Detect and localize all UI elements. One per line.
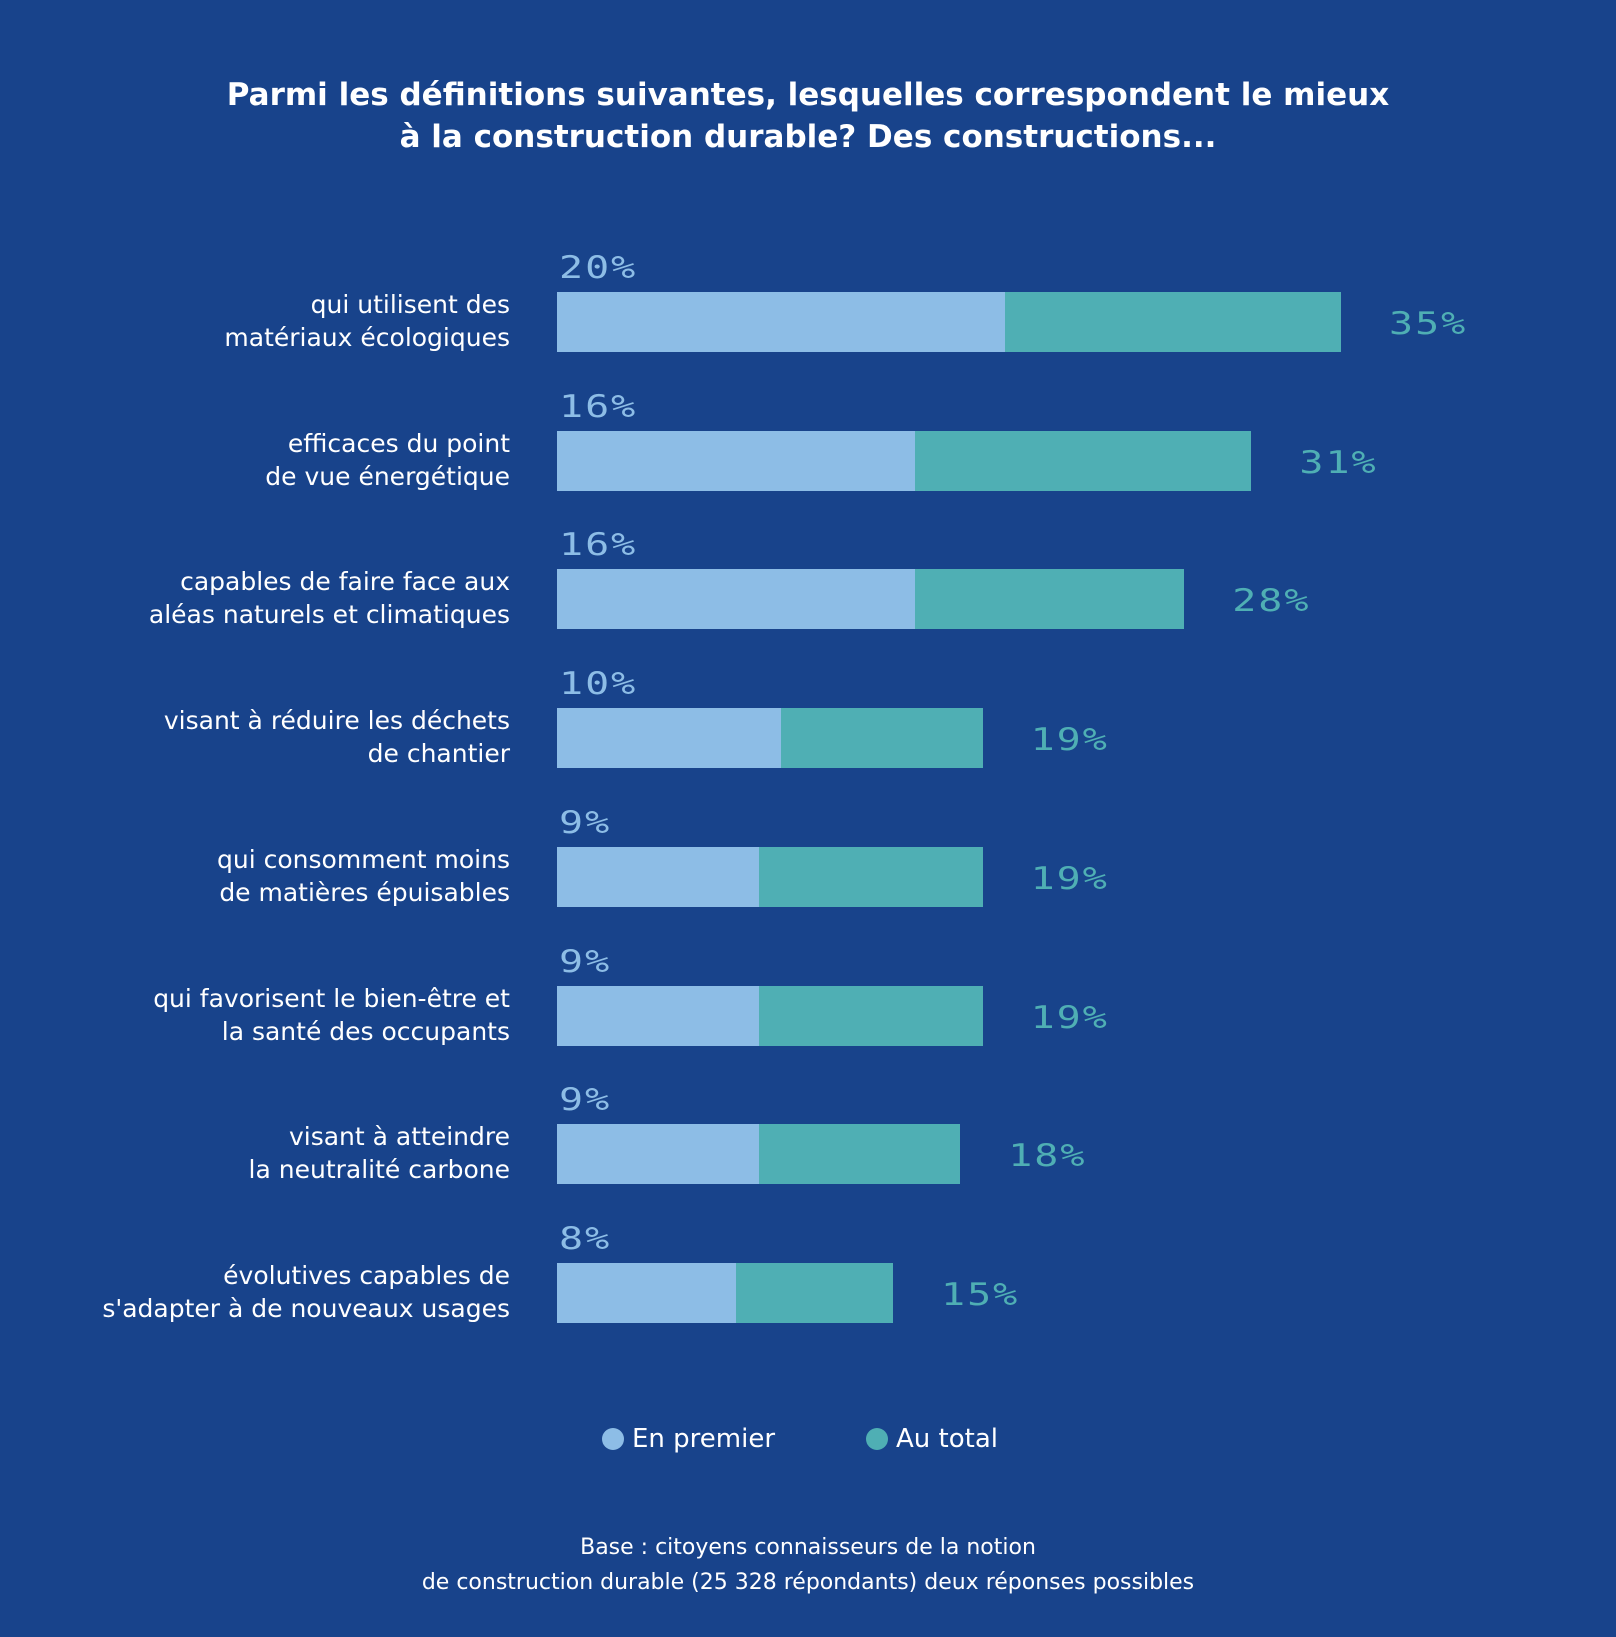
category-label-line: de matières épuisables	[219, 878, 510, 907]
legend-swatch-total-icon	[866, 1428, 888, 1450]
data-label-en-premier: 9%	[559, 944, 612, 980]
footnote-line-1: Base : citoyens connaisseurs de la notio…	[580, 1535, 1036, 1560]
data-label-au-total: 31%	[1299, 445, 1378, 481]
data-label-en-premier: 10%	[559, 666, 638, 702]
category-label: visant à réduire les déchets de chantier	[10, 704, 510, 770]
data-label-au-total: 19%	[1030, 1000, 1109, 1036]
category-label-line: s'adapter à de nouveaux usages	[102, 1294, 510, 1323]
data-label-en-premier: 16%	[559, 389, 638, 425]
data-label-au-total: 19%	[1030, 722, 1109, 758]
category-label-line: capables de faire face aux	[180, 567, 510, 596]
bar-en-premier	[557, 708, 781, 768]
chart-title-line-1: Parmi les définitions suivantes, lesquel…	[226, 77, 1390, 113]
category-label: qui utilisent des matériaux écologiques	[10, 288, 510, 354]
chart-title: Parmi les définitions suivantes, lesquel…	[0, 74, 1616, 158]
chart-title-line-2: à la construction durable? Des construct…	[399, 119, 1217, 155]
legend-swatch-first-icon	[602, 1428, 624, 1450]
data-label-en-premier: 8%	[559, 1221, 612, 1257]
legend: En premier Au total	[0, 1424, 1616, 1464]
bar-en-premier	[557, 292, 1005, 352]
data-label-en-premier: 9%	[559, 805, 612, 841]
category-label-line: la santé des occupants	[221, 1017, 510, 1046]
category-label: évolutives capables de s'adapter à de nou…	[10, 1259, 510, 1325]
category-label-line: visant à atteindre	[288, 1122, 510, 1151]
data-label-au-total: 35%	[1389, 306, 1468, 342]
category-label-line: aléas naturels et climatiques	[148, 600, 510, 629]
bar-en-premier	[557, 569, 916, 629]
data-label-en-premier: 20%	[559, 250, 638, 286]
category-label: visant à atteindre la neutralité carbone	[10, 1120, 510, 1186]
category-label-line: qui utilisent des	[310, 290, 510, 319]
bar-en-premier	[557, 986, 759, 1046]
category-label-line: évolutives capables de	[223, 1261, 510, 1290]
category-label: capables de faire face aux aléas naturels…	[10, 565, 510, 631]
bar-en-premier	[557, 1124, 759, 1184]
category-label-line: qui favorisent le bien-être et	[153, 984, 510, 1013]
category-label: qui consomment moins de matières épuisabl…	[10, 843, 510, 909]
data-label-au-total: 19%	[1030, 861, 1109, 897]
category-label-line: la neutralité carbone	[248, 1155, 510, 1184]
legend-label-en-premier: En premier	[632, 1424, 776, 1454]
category-label-line: efficaces du point	[287, 429, 510, 458]
data-label-au-total: 18%	[1008, 1138, 1087, 1174]
footnote: Base : citoyens connaisseurs de la notio…	[0, 1530, 1616, 1600]
data-label-en-premier: 16%	[559, 527, 638, 563]
category-label-line: de chantier	[367, 739, 510, 768]
bar-en-premier	[557, 847, 759, 907]
category-label-line: matériaux écologiques	[224, 323, 510, 352]
category-label: efficaces du point de vue énergétique	[10, 427, 510, 493]
category-label: qui favorisent le bien-être et la santé d…	[10, 982, 510, 1048]
data-label-au-total: 28%	[1232, 583, 1311, 619]
bar-en-premier	[557, 1263, 737, 1323]
legend-label-au-total: Au total	[896, 1424, 998, 1454]
bar-en-premier	[557, 431, 916, 491]
category-label-line: de vue énergétique	[265, 462, 510, 491]
category-label-line: visant à réduire les déchets	[163, 706, 510, 735]
data-label-au-total: 15%	[941, 1277, 1020, 1313]
legend-item-au-total: Au total	[866, 1424, 998, 1454]
footnote-line-2: de construction durable (25 328 répondan…	[421, 1570, 1195, 1595]
legend-item-en-premier: En premier	[602, 1424, 775, 1454]
category-label-line: qui consomment moins	[217, 845, 510, 874]
data-label-en-premier: 9%	[559, 1082, 612, 1118]
